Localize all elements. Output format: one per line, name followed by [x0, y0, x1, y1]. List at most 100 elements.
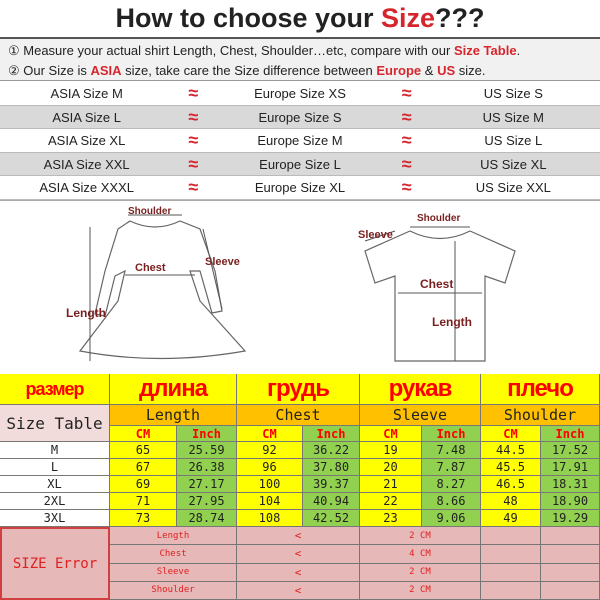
dress-shoulder-label: Shoulder — [128, 206, 171, 217]
europe-size: Europe Size L — [259, 156, 341, 172]
unit-header: Inch — [422, 426, 481, 442]
size-value: 104 — [237, 493, 303, 510]
size-value: 45.5 — [481, 459, 541, 476]
russian-header: длина — [110, 374, 237, 405]
measure-header: Sleeve — [360, 405, 481, 426]
asia-size: ASIA Size XL — [48, 133, 126, 149]
size-value: 100 — [237, 476, 303, 493]
error-operator: < — [237, 563, 360, 582]
empty-cell — [481, 563, 541, 582]
size-value: 27.95 — [177, 493, 237, 510]
asia-size: ASIA Size L — [52, 109, 121, 125]
title-highlight: Size — [381, 3, 436, 33]
approx-icon: ≈ — [188, 153, 199, 174]
approx-icon: ≈ — [188, 106, 199, 127]
size-value: 49 — [481, 510, 541, 527]
unit-header: CM — [481, 426, 541, 442]
error-measure: Shoulder — [110, 581, 237, 600]
size-value: 108 — [237, 510, 303, 527]
size-value: 18.31 — [541, 476, 600, 493]
empty-cell — [481, 527, 541, 546]
europe-size: Europe Size S — [258, 109, 342, 125]
europe-size: Europe Size M — [257, 133, 343, 149]
measure-header: Chest — [237, 405, 360, 426]
error-operator: < — [237, 527, 360, 546]
dress-chest-label: Chest — [135, 262, 166, 274]
approx-icon: ≈ — [188, 83, 199, 103]
tshirt-measure-lines — [364, 226, 482, 361]
size-value: 65 — [110, 442, 177, 459]
garment-diagrams: Shoulder Chest Sleeve Length Shoulder Sl… — [66, 206, 516, 362]
empty-cell — [541, 563, 600, 582]
error-measure: Sleeve — [110, 563, 237, 582]
empty-cell — [541, 527, 600, 546]
error-value: 2 CM — [360, 581, 481, 600]
size-value: 19 — [360, 442, 422, 459]
asia-size: ASIA Size XXL — [43, 156, 130, 172]
size-value: 36.22 — [303, 442, 360, 459]
size-value: 21 — [360, 476, 422, 493]
approx-icon: ≈ — [401, 106, 412, 127]
size-value: 73 — [110, 510, 177, 527]
size-value: 25.59 — [177, 442, 237, 459]
size-label: L — [0, 459, 110, 476]
size-value: 7.48 — [422, 442, 481, 459]
size-value: 17.52 — [541, 442, 600, 459]
size-value: 17.91 — [541, 459, 600, 476]
size-value: 37.80 — [303, 459, 360, 476]
error-measure: Chest — [110, 545, 237, 564]
unit-header: CM — [360, 426, 422, 442]
us-size: US Size XL — [480, 156, 547, 172]
size-table: размер длина грудь рукав плечо Size Table Leng… — [0, 374, 600, 600]
size-value: 9.06 — [422, 510, 481, 527]
conversion-row: ASIA Size L ≈ Europe Size S ≈ US Size M — [0, 105, 600, 130]
note-number: ① — [8, 43, 20, 58]
russian-header: рукав — [360, 374, 481, 405]
conversion-row: ASIA Size M ≈ Europe Size XS ≈ US Size S — [0, 82, 600, 106]
note-end: size. — [455, 63, 486, 78]
measure-header: Shoulder — [481, 405, 600, 426]
conversion-row: ASIA Size XXL ≈ Europe Size L ≈ US Size XL — [0, 152, 600, 177]
asia-size: ASIA Size M — [50, 86, 123, 101]
size-value: 28.74 — [177, 510, 237, 527]
error-operator: < — [237, 545, 360, 564]
note-highlight: Size Table — [453, 43, 517, 58]
size-value: 71 — [110, 493, 177, 510]
note-highlight: US — [437, 63, 456, 78]
unit-header: Inch — [303, 426, 360, 442]
russian-header: грудь — [237, 374, 360, 405]
size-value: 46.5 — [481, 476, 541, 493]
note-highlight: ASIA — [90, 63, 122, 78]
dress-measure-lines — [89, 214, 223, 361]
tshirt-length-label: Length — [432, 315, 472, 329]
size-value: 48 — [481, 493, 541, 510]
size-value: 67 — [110, 459, 177, 476]
approx-icon: ≈ — [401, 177, 412, 198]
conversion-row: ASIA Size XL ≈ Europe Size M ≈ US Size L — [0, 129, 600, 153]
dress-diagram — [78, 220, 247, 360]
note-highlight: Europe — [376, 63, 422, 78]
size-value: 20 — [360, 459, 422, 476]
size-value: 42.52 — [303, 510, 360, 527]
unit-header: Inch — [541, 426, 600, 442]
size-label: 3XL — [0, 510, 110, 527]
error-measure: Length — [110, 527, 237, 546]
note-2: ② Our Size is ASIA size, take care the S… — [8, 61, 592, 81]
size-label: XL — [0, 476, 110, 493]
approx-icon: ≈ — [401, 153, 412, 174]
tshirt-sleeve-label: Sleeve — [358, 229, 393, 241]
unit-header: CM — [237, 426, 303, 442]
size-label: M — [0, 442, 110, 459]
size-value: 23 — [360, 510, 422, 527]
note-text: size, take care the Size difference betw… — [121, 63, 377, 78]
us-size: US Size L — [484, 133, 543, 149]
size-error-label: SIZE Error — [0, 527, 110, 600]
approx-icon: ≈ — [188, 177, 199, 198]
error-value: 4 CM — [360, 545, 481, 564]
note-number: ② — [8, 63, 20, 78]
asia-size: ASIA Size XXXL — [39, 180, 134, 196]
size-value: 22 — [360, 493, 422, 510]
approx-icon: ≈ — [401, 130, 412, 151]
measurement-illustrations: Shoulder Chest Sleeve Length Shoulder Sl… — [0, 200, 600, 372]
size-conversion-table: ASIA Size M ≈ Europe Size XS ≈ US Size S ASIA… — [0, 82, 600, 200]
